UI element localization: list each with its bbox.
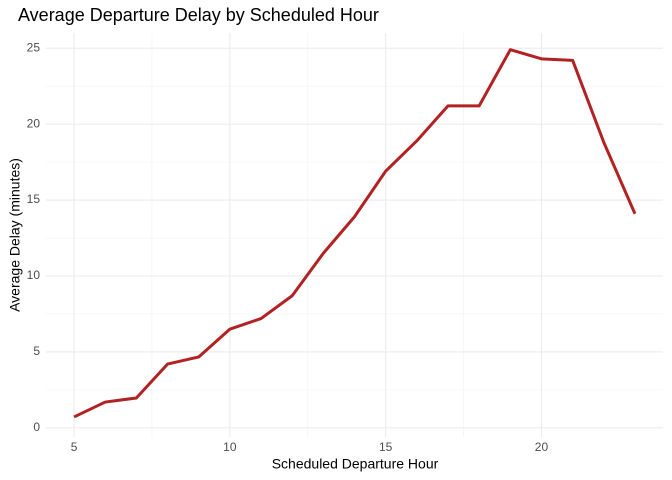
x-tick-label: 15 [379, 440, 393, 454]
y-axis-title: Average Delay (minutes) [7, 158, 23, 312]
x-tick-label: 5 [71, 440, 78, 454]
chart-title: Average Departure Delay by Scheduled Hou… [18, 5, 379, 25]
y-tick-label: 5 [33, 344, 40, 358]
x-axis-title: Scheduled Departure Hour [272, 456, 439, 472]
x-tick-label: 20 [535, 440, 549, 454]
y-tick-label: 25 [27, 40, 41, 54]
x-tick-label: 10 [223, 440, 237, 454]
y-tick-label: 15 [27, 192, 41, 206]
y-tick-label: 0 [33, 420, 40, 434]
y-tick-label: 10 [27, 268, 41, 282]
y-tick-label: 20 [27, 116, 41, 130]
data-line [73, 48, 637, 419]
